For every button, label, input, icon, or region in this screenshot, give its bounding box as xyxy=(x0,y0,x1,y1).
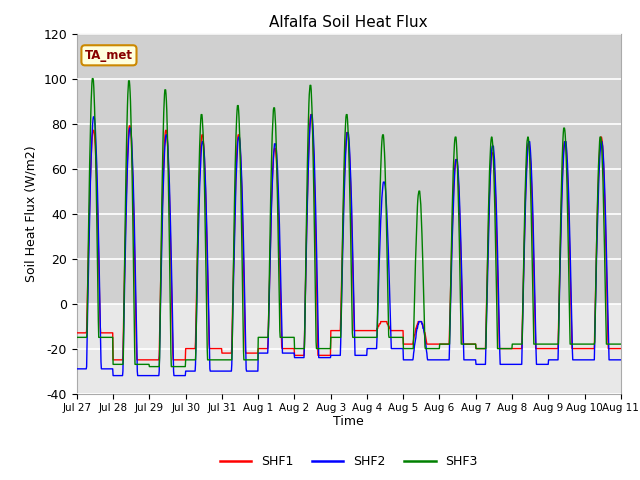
SHF3 xyxy=(353,335,360,340)
X-axis label: Time: Time xyxy=(333,415,364,428)
SHF1 xyxy=(342,145,349,151)
SHF1 xyxy=(109,357,117,363)
Text: TA_met: TA_met xyxy=(85,49,133,62)
SHF3 xyxy=(505,346,513,351)
SHF1 xyxy=(505,346,513,351)
SHF2 xyxy=(353,352,360,358)
SHF1 xyxy=(589,346,597,351)
Y-axis label: Soil Heat Flux (W/m2): Soil Heat Flux (W/m2) xyxy=(25,145,38,282)
Title: Alfalfa Soil Heat Flux: Alfalfa Soil Heat Flux xyxy=(269,15,428,30)
Line: SHF2: SHF2 xyxy=(77,115,640,375)
Line: SHF1: SHF1 xyxy=(77,115,640,360)
SHF3 xyxy=(589,341,597,347)
SHF2 xyxy=(342,152,349,158)
SHF1 xyxy=(307,112,315,118)
Line: SHF3: SHF3 xyxy=(77,79,640,367)
SHF2 xyxy=(73,366,81,372)
SHF3 xyxy=(342,120,349,126)
SHF2 xyxy=(505,361,513,367)
SHF1 xyxy=(73,330,81,336)
SHF3 xyxy=(73,335,81,340)
Bar xyxy=(77,23,621,303)
SHF2 xyxy=(109,372,117,378)
SHF2 xyxy=(589,357,597,363)
SHF2 xyxy=(164,143,172,149)
SHF3 xyxy=(164,172,172,178)
SHF2 xyxy=(307,112,315,118)
SHF1 xyxy=(353,328,360,334)
SHF3 xyxy=(88,76,96,82)
SHF3 xyxy=(145,364,153,370)
SHF1 xyxy=(164,148,172,154)
Legend: SHF1, SHF2, SHF3: SHF1, SHF2, SHF3 xyxy=(214,450,483,473)
